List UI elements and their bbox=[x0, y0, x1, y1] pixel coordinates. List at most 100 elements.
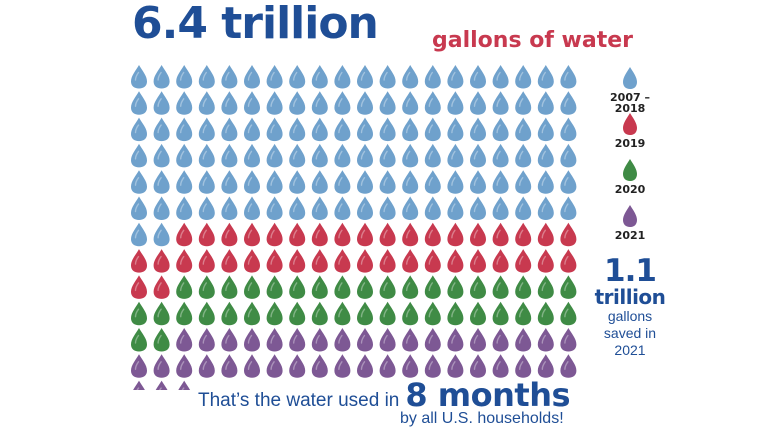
water-drop-2007-2018 bbox=[176, 65, 193, 89]
water-drop-2019 bbox=[198, 249, 215, 273]
water-drop-2007-2018 bbox=[266, 170, 283, 194]
water-drop-2019 bbox=[176, 222, 193, 247]
water-drop-2007-2018 bbox=[379, 91, 396, 115]
water-drop-2007-2018 bbox=[560, 143, 577, 168]
water-drop-2007-2018 bbox=[515, 117, 532, 142]
water-drop-2007-2018 bbox=[424, 196, 441, 220]
water-drop-2021 bbox=[176, 328, 193, 352]
water-drop-2007-2018 bbox=[131, 117, 147, 142]
water-drop-2019 bbox=[176, 249, 193, 273]
water-drop-2019 bbox=[198, 222, 215, 247]
water-drop-2007-2018 bbox=[357, 91, 373, 115]
water-drop-2021 bbox=[244, 328, 260, 352]
water-drop-2019 bbox=[470, 222, 486, 247]
water-drop-2020 bbox=[447, 275, 464, 299]
water-drop-2019 bbox=[357, 222, 373, 247]
water-drop-2021 bbox=[402, 354, 419, 378]
water-drop-2019 bbox=[311, 222, 328, 247]
water-drop-2007-2018 bbox=[221, 196, 238, 220]
water-drop-2007-2018 bbox=[537, 170, 554, 194]
water-drop-2007-2018 bbox=[198, 117, 215, 142]
water-drop-2021 bbox=[447, 354, 464, 378]
water-drop-2019 bbox=[447, 222, 464, 247]
water-drop-2021 bbox=[334, 328, 351, 352]
water-drop-2007-2018 bbox=[492, 170, 509, 194]
water-drop-2007-2018 bbox=[334, 170, 351, 194]
savings-caption-line: saved in bbox=[603, 325, 657, 341]
water-drop-2007-2018 bbox=[357, 65, 373, 89]
water-drop-2007-2018 bbox=[447, 117, 464, 142]
water-drop-2007-2018 bbox=[402, 170, 419, 194]
footer-line2: by all U.S. households! bbox=[400, 410, 564, 427]
water-drop-2007-2018 bbox=[221, 117, 238, 142]
water-drop-2019 bbox=[515, 249, 532, 273]
water-drop-2019 bbox=[402, 222, 419, 247]
water-drop-2007-2018 bbox=[447, 91, 464, 115]
water-drop-2007-2018 bbox=[244, 117, 260, 142]
water-drop-2007-2018 bbox=[289, 143, 306, 168]
water-drop-2007-2018 bbox=[447, 170, 464, 194]
water-drop-2007-2018 bbox=[221, 91, 238, 115]
water-drop-2007-2018 bbox=[198, 65, 215, 89]
headline-number: 6.4 trillion bbox=[132, 0, 379, 49]
water-drop-2007-2018 bbox=[492, 196, 509, 220]
water-drop-2021 bbox=[560, 328, 577, 352]
water-drop-2007-2018 bbox=[515, 170, 532, 194]
water-drop-2007-2018 bbox=[560, 170, 577, 194]
legend-item-2007-2018: 2007 – 2018 bbox=[594, 66, 666, 115]
water-drop-2021 bbox=[492, 354, 509, 378]
water-drop-2007-2018 bbox=[244, 65, 260, 89]
water-drop-2019 bbox=[221, 222, 238, 247]
water-drop-2019 bbox=[537, 249, 554, 273]
water-drop-2007-2018 bbox=[334, 143, 351, 168]
water-drop-2020 bbox=[176, 275, 193, 299]
water-drop-2019 bbox=[153, 275, 170, 299]
water-drop-2021 bbox=[357, 328, 373, 352]
legend: 2007 – 2018 2019 2020 2021 bbox=[594, 66, 666, 250]
water-drop-2007-2018 bbox=[311, 91, 328, 115]
water-drop-2007-2018 bbox=[537, 65, 554, 89]
water-drop-2019 bbox=[334, 249, 351, 273]
water-drop-2007-2018 bbox=[379, 170, 396, 194]
water-drop-2019 bbox=[447, 249, 464, 273]
water-drop-2019 bbox=[311, 249, 328, 273]
drop-pictograph bbox=[131, 65, 577, 390]
water-drop-2007-2018 bbox=[153, 196, 170, 220]
water-drop-2007-2018 bbox=[244, 91, 260, 115]
water-drop-2019 bbox=[244, 249, 260, 273]
water-drop-2007-2018 bbox=[379, 117, 396, 142]
water-drop-2019 bbox=[357, 249, 373, 273]
water-drop-2019 bbox=[221, 249, 238, 273]
water-drop-2021 bbox=[153, 354, 170, 378]
water-drop-2007-2018 bbox=[311, 170, 328, 194]
water-drop-2007-2018 bbox=[266, 65, 283, 89]
water-drop-2007-2018 bbox=[560, 91, 577, 115]
legend-item-2020: 2020 bbox=[594, 158, 666, 204]
water-drop-2019 bbox=[492, 222, 509, 247]
water-drop-2021 bbox=[221, 328, 238, 352]
water-drop-2007-2018 bbox=[221, 170, 238, 194]
water-drop-2007-2018 bbox=[221, 143, 238, 168]
water-drop-2007-2018 bbox=[560, 65, 577, 89]
footer-highlight: 8 months bbox=[405, 376, 571, 414]
water-drop-2007-2018 bbox=[470, 143, 486, 168]
water-drop-2019 bbox=[424, 249, 441, 273]
water-drop-2019 bbox=[266, 249, 283, 273]
water-drop-2020 bbox=[266, 275, 283, 299]
water-drop-2007-2018 bbox=[311, 117, 328, 142]
water-drop-2020 bbox=[515, 275, 532, 299]
water-drop-2007-2018 bbox=[470, 65, 486, 89]
water-drop-2007-2018 bbox=[492, 143, 509, 168]
water-drop-2007-2018 bbox=[424, 143, 441, 168]
water-drop-2007-2018 bbox=[379, 196, 396, 220]
water-drop-2021 bbox=[178, 380, 191, 390]
water-drop-2007-2018 bbox=[131, 170, 147, 194]
water-drop-2019 bbox=[244, 222, 260, 247]
water-drop-2021 bbox=[334, 354, 351, 378]
water-drop-2021 bbox=[424, 354, 441, 378]
water-drop-2007-2018 bbox=[131, 222, 147, 247]
water-drop-2007-2018 bbox=[334, 65, 351, 89]
water-drop-2020 bbox=[311, 301, 328, 326]
water-drop-2007-2018 bbox=[153, 65, 170, 89]
legend-label: 2007 – 2018 bbox=[610, 91, 650, 115]
